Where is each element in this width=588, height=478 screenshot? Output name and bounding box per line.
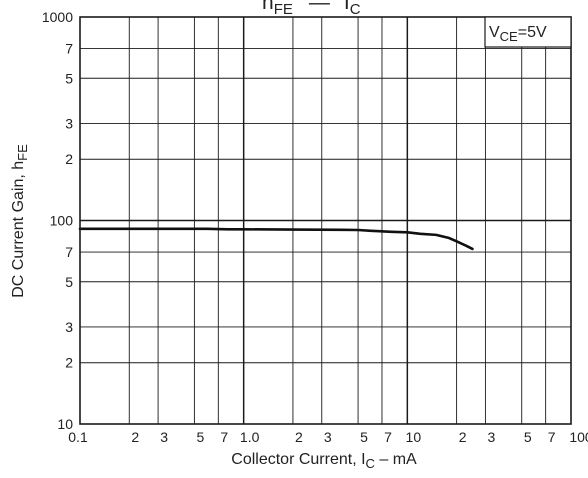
series-layer	[78, 227, 474, 251]
y-tick-label: 1000	[42, 9, 73, 25]
x-tick-label: 2	[131, 429, 139, 445]
x-axis-label-suffix: – mA	[375, 451, 417, 468]
hfe-series-line	[78, 227, 474, 251]
x-tick-label: 3	[324, 429, 332, 445]
y-tick-label: 100	[50, 213, 74, 229]
x-tick-label: 7	[384, 429, 392, 445]
condition-sub: CE	[500, 29, 518, 44]
y-tick-label: 5	[65, 274, 73, 290]
x-tick-label: 2	[459, 429, 467, 445]
x-tick-label: 3	[488, 429, 496, 445]
y-tick-label: 7	[65, 41, 73, 57]
condition-box	[484, 16, 572, 48]
y-tick-label: 2	[65, 151, 73, 167]
condition-prefix: V	[489, 24, 500, 41]
chart-title: hFE — IC	[262, 0, 361, 18]
x-axis-label-sub: C	[366, 456, 375, 471]
chart-title-right: I	[344, 0, 350, 14]
x-tick-label: 3	[160, 429, 168, 445]
grid-layer	[80, 17, 571, 424]
y-tick-label: 3	[65, 115, 73, 131]
x-axis-label-main: Collector Current, I	[231, 451, 365, 468]
x-tick-label: 0.1	[68, 429, 88, 445]
x-tick-label: 10	[406, 429, 422, 445]
chart-title-dash: —	[309, 0, 330, 14]
x-axis-label: Collector Current, IC – mA	[231, 451, 417, 471]
x-tick-label: 5	[524, 429, 532, 445]
y-axis-label-sub: FE	[15, 144, 30, 161]
y-tick-label: 7	[65, 244, 73, 260]
x-tick-label: 100	[569, 429, 588, 445]
y-tick-label: 2	[65, 355, 73, 371]
y-axis-label-main: DC Current Gain, h	[10, 161, 27, 298]
x-tick-label: 5	[360, 429, 368, 445]
x-tick-label: 7	[220, 429, 228, 445]
x-tick-label: 7	[548, 429, 556, 445]
x-tick-label: 2	[295, 429, 303, 445]
y-tick-label: 5	[65, 70, 73, 86]
y-tick-label: 3	[65, 319, 73, 335]
x-tick-label: 5	[196, 429, 204, 445]
chart-title-main: h	[262, 0, 274, 14]
condition-label: VCE=5V	[489, 24, 547, 44]
chart-title-main-sub: FE	[274, 1, 293, 18]
y-tick-label: 10	[57, 416, 73, 432]
condition-suffix: =5V	[518, 24, 547, 41]
plot-frame	[79, 16, 572, 425]
y-axis-label: DC Current Gain, hFE	[10, 144, 30, 298]
x-tick-label: 1.0	[240, 429, 260, 445]
chart-title-right-sub: C	[350, 1, 361, 18]
